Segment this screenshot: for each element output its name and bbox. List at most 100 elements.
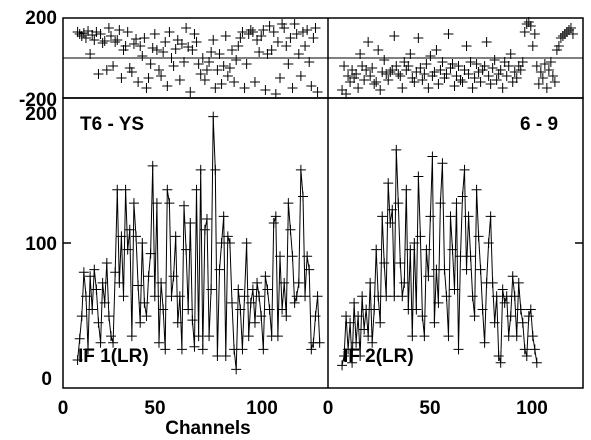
phase-point	[347, 65, 358, 75]
amplitude-point	[369, 304, 380, 315]
amplitude-point	[222, 231, 233, 242]
phase-point	[241, 59, 252, 69]
amplitude-point	[285, 224, 296, 235]
amplitude-point	[365, 277, 376, 288]
amplitude-point	[166, 291, 177, 302]
x-left-tick-50: 50	[144, 398, 165, 419]
amplitude-point	[191, 184, 202, 195]
amplitude-point	[409, 238, 420, 248]
phase-point	[485, 79, 496, 89]
phase-point	[112, 35, 123, 45]
amplitude-point	[367, 337, 378, 348]
x-left-tick-100: 100	[246, 398, 278, 419]
amplitude-point	[247, 284, 258, 295]
amplitude-point	[275, 251, 286, 262]
phase-point	[101, 65, 112, 75]
phase-point	[208, 35, 219, 45]
amplitude-point	[74, 333, 85, 344]
amplitude-point	[439, 264, 450, 275]
phase-point	[293, 49, 304, 59]
phase-point	[249, 77, 260, 87]
amplitude-point	[268, 218, 279, 229]
phase-point	[403, 61, 414, 71]
phase-point	[266, 45, 277, 55]
phase-point	[131, 34, 142, 44]
phase-point	[124, 63, 135, 73]
phase-point	[114, 25, 125, 35]
phase-point	[185, 87, 196, 97]
amplitude-point	[179, 200, 190, 211]
phase-point	[439, 73, 450, 83]
phase-point	[363, 37, 374, 47]
amplitude-point	[212, 351, 223, 362]
phase-point	[291, 29, 302, 39]
amplitude-point	[118, 291, 129, 302]
phase-point	[216, 79, 227, 89]
phase-point	[83, 26, 94, 36]
phase-point	[339, 61, 350, 71]
phase-point	[499, 57, 510, 67]
phase-point	[367, 63, 378, 73]
phase-point	[233, 41, 244, 51]
amplitude-point	[297, 191, 308, 202]
amplitude-point	[214, 264, 225, 275]
amplitude-point	[401, 184, 412, 195]
phase-point	[218, 61, 229, 71]
amplitude-point	[499, 297, 510, 308]
phase-point	[262, 49, 273, 59]
amplitude-point	[112, 184, 123, 195]
phase-point	[264, 21, 275, 31]
amplitude-point	[405, 244, 416, 255]
x-right-tick-100: 100	[516, 398, 548, 419]
phase-point	[295, 71, 306, 81]
amplitude-point	[395, 257, 406, 268]
amplitude-point	[137, 238, 148, 248]
phase-point	[463, 69, 474, 79]
amplitude-point	[199, 224, 210, 235]
phase-point	[541, 83, 552, 93]
phase-point	[300, 41, 311, 51]
amplitude-point	[277, 304, 288, 315]
amplitude-point	[187, 315, 198, 326]
chart-marks	[72, 17, 578, 375]
amplitude-point	[235, 304, 246, 315]
phase-point	[220, 31, 231, 41]
phase-point	[379, 55, 390, 65]
amplitude-point	[89, 264, 100, 275]
phase-point	[95, 29, 106, 39]
phase-point	[128, 39, 139, 49]
amplitude-point	[443, 331, 454, 342]
x-right-tick-0: 0	[323, 398, 334, 419]
if1-panel-label: IF 1(LR)	[78, 346, 149, 367]
amplitude-point	[491, 291, 502, 302]
amplitude-point	[479, 337, 490, 348]
phase-point	[563, 25, 574, 35]
amplitude-point	[201, 214, 212, 225]
phase-point	[135, 41, 146, 51]
amplitude-point	[241, 238, 252, 248]
amplitude-point	[206, 284, 217, 295]
amplitude-point	[495, 357, 506, 368]
amplitude-point	[419, 331, 430, 342]
phase-point	[275, 73, 286, 83]
amplitude-point	[449, 284, 460, 295]
phase-point	[162, 81, 173, 91]
phase-point	[423, 83, 434, 93]
amplitude-point	[425, 211, 436, 222]
phase-point	[283, 59, 294, 69]
amplitude-point	[264, 304, 275, 315]
source-label: T6 - YS	[80, 114, 144, 135]
amplitude-point	[110, 267, 121, 278]
phase-point	[353, 83, 364, 93]
amplitude-point	[306, 344, 317, 355]
amplitude-point	[245, 297, 256, 308]
amplitude-series-line	[341, 149, 538, 366]
phase-point	[204, 57, 215, 67]
amplitude-point	[515, 304, 526, 315]
phase-point	[141, 83, 152, 93]
phase-point	[139, 33, 150, 43]
phase-point	[375, 85, 386, 95]
phase-point	[503, 61, 514, 71]
phase-point	[312, 87, 323, 97]
phase-point	[254, 47, 265, 57]
